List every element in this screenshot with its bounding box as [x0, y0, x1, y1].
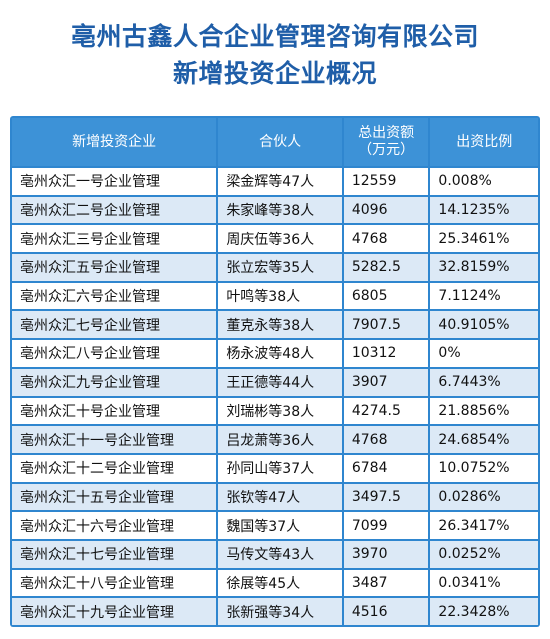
cell-partner: 孙同山等37人: [218, 454, 342, 482]
cell-company: 亳州众汇十二号企业管理: [12, 454, 217, 482]
cell-partner: 魏国等37人: [218, 512, 342, 539]
cell-amount: 7907.5: [343, 311, 429, 339]
cell-partner: 马传文等43人: [218, 540, 342, 568]
column-header-ratio: 出资比例: [430, 118, 538, 166]
cell-company: 亳州众汇八号企业管理: [12, 340, 217, 367]
cell-ratio: 0.0286%: [430, 483, 538, 511]
table-row: 亳州众汇十五号企业管理 张钦等47人 3497.5 0.0286%: [12, 483, 538, 511]
cell-ratio: 40.9105%: [430, 311, 538, 339]
page-title: 亳州古鑫人合企业管理咨询有限公司: [70, 22, 479, 51]
table-row: 亳州众汇十九号企业管理 张新强等34人 4516 22.3428%: [12, 598, 538, 625]
column-header-amount: 总出资额 （万元）: [343, 118, 429, 166]
cell-company: 亳州众汇三号企业管理: [12, 225, 217, 253]
table-row: 亳州众汇三号企业管理 周庆伍等36人 4768 25.3461%: [12, 225, 538, 253]
cell-amount: 4096: [343, 196, 429, 224]
cell-company: 亳州众汇十七号企业管理: [12, 540, 217, 568]
cell-partner: 董克永等38人: [218, 311, 342, 339]
table-row: 亳州众汇五号企业管理 张立宏等35人 5282.5 32.8159%: [12, 254, 538, 281]
table-row: 亳州众汇十七号企业管理 马传文等43人 3970 0.0252%: [12, 540, 538, 568]
cell-ratio: 0.0252%: [430, 540, 538, 568]
cell-amount: 3497.5: [343, 483, 429, 511]
cell-ratio: 0.008%: [430, 168, 538, 195]
cell-company: 亳州众汇五号企业管理: [12, 254, 217, 281]
cell-amount: 5282.5: [343, 254, 429, 281]
cell-partner: 张钦等47人: [218, 483, 342, 511]
cell-company: 亳州众汇十八号企业管理: [12, 569, 217, 597]
cell-company: 亳州众汇十五号企业管理: [12, 483, 217, 511]
cell-partner: 杨永波等48人: [218, 340, 342, 367]
page-subtitle: 新增投资企业概况: [172, 59, 377, 88]
cell-company: 亳州众汇十号企业管理: [12, 397, 217, 425]
table-row: 亳州众汇八号企业管理 杨永波等48人 10312 0%: [12, 340, 538, 367]
cell-partner: 周庆伍等36人: [218, 225, 342, 253]
cell-ratio: 24.6854%: [430, 426, 538, 453]
table-row: 亳州众汇十二号企业管理 孙同山等37人 6784 10.0752%: [12, 454, 538, 482]
cell-partner: 张立宏等35人: [218, 254, 342, 281]
cell-amount: 3487: [343, 569, 429, 597]
column-header-amount-line2: （万元）: [358, 142, 415, 158]
cell-amount: 3907: [343, 368, 429, 396]
cell-partner: 梁金辉等47人: [218, 168, 342, 195]
cell-ratio: 6.7443%: [430, 368, 538, 396]
cell-amount: 3970: [343, 540, 429, 568]
cell-partner: 徐展等45人: [218, 569, 342, 597]
cell-amount: 10312: [343, 340, 429, 367]
cell-partner: 刘瑞彬等38人: [218, 397, 342, 425]
cell-partner: 张新强等34人: [218, 598, 342, 625]
cell-company: 亳州众汇二号企业管理: [12, 196, 217, 224]
cell-amount: 12559: [343, 168, 429, 195]
column-header-company: 新增投资企业: [12, 118, 217, 166]
cell-partner: 朱家峰等38人: [218, 196, 342, 224]
table-row: 亳州众汇一号企业管理 梁金辉等47人 12559 0.008%: [12, 168, 538, 195]
table-row: 亳州众汇十一号企业管理 吕龙萧等36人 4768 24.6854%: [12, 426, 538, 453]
cell-ratio: 25.3461%: [430, 225, 538, 253]
investment-table: 新增投资企业 合伙人 总出资额 （万元） 出资比例 亳州众汇一号企业管理 梁金辉…: [10, 116, 540, 627]
cell-company: 亳州众汇九号企业管理: [12, 368, 217, 396]
table-row: 亳州众汇十八号企业管理 徐展等45人 3487 0.0341%: [12, 569, 538, 597]
cell-amount: 4768: [343, 426, 429, 453]
cell-amount: 6784: [343, 454, 429, 482]
cell-amount: 4274.5: [343, 397, 429, 425]
column-header-amount-line1: 总出资额: [358, 125, 415, 141]
investment-table-container: 新增投资企业 合伙人 总出资额 （万元） 出资比例 亳州众汇一号企业管理 梁金辉…: [10, 116, 540, 627]
cell-ratio: 22.3428%: [430, 598, 538, 625]
page-title-block: 亳州古鑫人合企业管理咨询有限公司 新增投资企业概况: [0, 0, 550, 118]
table-header-row: 新增投资企业 合伙人 总出资额 （万元） 出资比例: [12, 118, 538, 166]
cell-company: 亳州众汇一号企业管理: [12, 168, 217, 195]
cell-partner: 叶鸣等38人: [218, 282, 342, 310]
cell-company: 亳州众汇六号企业管理: [12, 282, 217, 310]
cell-company: 亳州众汇十九号企业管理: [12, 598, 217, 625]
table-row: 亳州众汇十六号企业管理 魏国等37人 7099 26.3417%: [12, 512, 538, 539]
cell-ratio: 21.8856%: [430, 397, 538, 425]
cell-ratio: 14.1235%: [430, 196, 538, 224]
cell-amount: 4516: [343, 598, 429, 625]
table-row: 亳州众汇九号企业管理 王正德等44人 3907 6.7443%: [12, 368, 538, 396]
table-row: 亳州众汇七号企业管理 董克永等38人 7907.5 40.9105%: [12, 311, 538, 339]
cell-ratio: 0%: [430, 340, 538, 367]
cell-ratio: 0.0341%: [430, 569, 538, 597]
cell-amount: 7099: [343, 512, 429, 539]
cell-company: 亳州众汇七号企业管理: [12, 311, 217, 339]
cell-ratio: 26.3417%: [430, 512, 538, 539]
table-row: 亳州众汇六号企业管理 叶鸣等38人 6805 7.1124%: [12, 282, 538, 310]
column-header-partner: 合伙人: [218, 118, 342, 166]
cell-company: 亳州众汇十一号企业管理: [12, 426, 217, 453]
table-row: 亳州众汇二号企业管理 朱家峰等38人 4096 14.1235%: [12, 196, 538, 224]
table-row: 亳州众汇十号企业管理 刘瑞彬等38人 4274.5 21.8856%: [12, 397, 538, 425]
table-body: 亳州众汇一号企业管理 梁金辉等47人 12559 0.008% 亳州众汇二号企业…: [12, 168, 538, 625]
cell-ratio: 32.8159%: [430, 254, 538, 281]
cell-ratio: 7.1124%: [430, 282, 538, 310]
cell-company: 亳州众汇十六号企业管理: [12, 512, 217, 539]
cell-amount: 6805: [343, 282, 429, 310]
cell-ratio: 10.0752%: [430, 454, 538, 482]
cell-partner: 王正德等44人: [218, 368, 342, 396]
cell-partner: 吕龙萧等36人: [218, 426, 342, 453]
cell-amount: 4768: [343, 225, 429, 253]
